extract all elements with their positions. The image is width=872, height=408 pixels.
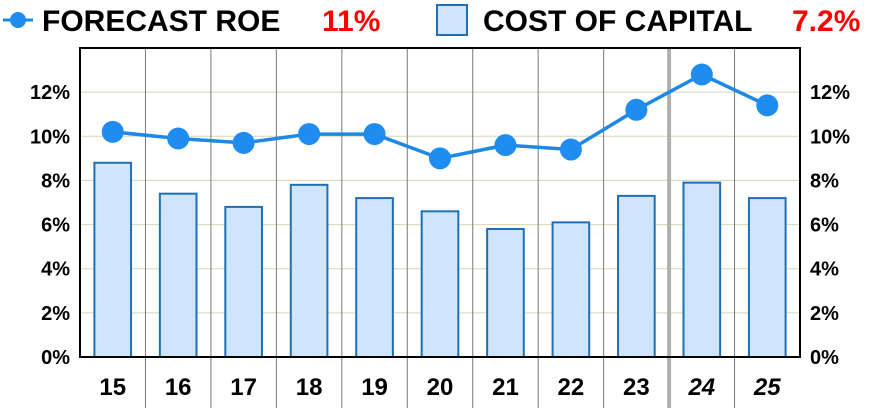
y-tick-label-right: 4% <box>810 259 839 281</box>
bar-cost-of-capital <box>289 183 329 358</box>
bar-cost-of-capital <box>158 192 198 358</box>
bar-cost-of-capital <box>617 194 656 358</box>
y-tick-label-right: 8% <box>810 170 839 192</box>
x-tick-label: 24 <box>687 374 715 401</box>
y-tick-label-left: 6% <box>41 215 70 237</box>
y-tick-label-left: 2% <box>41 303 70 325</box>
legend-roe-marker-icon <box>10 12 26 28</box>
bar-cost-of-capital <box>747 197 787 358</box>
x-tick-label: 21 <box>492 374 519 401</box>
roe-point <box>494 134 517 157</box>
y-tick-label-left: 12% <box>30 82 70 104</box>
roe-point <box>756 94 779 117</box>
y-tick-label-right: 6% <box>810 215 839 237</box>
bar-cost-of-capital <box>224 205 263 358</box>
roe-point <box>559 138 582 161</box>
bars <box>93 161 787 358</box>
axis-labels: 0% 0% 2% 2% 4% 4% 6% 6% 8% 8% 10% 10% 12% 12% 15 16 17 18… <box>30 82 850 401</box>
y-tick-label-right: 12% <box>810 82 850 104</box>
roe-point <box>690 63 713 86</box>
roe-point <box>232 131 255 154</box>
roe-point <box>429 147 451 170</box>
bar-cost-of-capital <box>93 161 133 358</box>
x-tick-label: 16 <box>165 374 192 401</box>
bar-cost-of-capital <box>355 197 394 358</box>
roe-line <box>101 63 779 170</box>
roe-point <box>298 123 321 146</box>
roe-point <box>363 123 386 146</box>
y-tick-label-left: 10% <box>30 126 70 148</box>
roe-point <box>101 120 124 143</box>
legend-coc-label: COST OF CAPITAL <box>483 5 752 38</box>
x-tick-label: 23 <box>623 374 650 401</box>
bar-cost-of-capital <box>682 181 722 358</box>
bar-cost-of-capital <box>420 210 460 358</box>
legend-coc-swatch-icon <box>436 4 468 36</box>
y-tick-label-left: 0% <box>41 347 70 369</box>
y-tick-label-left: 8% <box>41 170 70 192</box>
x-tick-label: 18 <box>296 374 323 401</box>
x-tick-label: 17 <box>230 374 257 401</box>
legend: FORECAST ROE 11% COST OF CAPITAL 7.2% <box>3 4 860 38</box>
plot-frame <box>79 47 801 358</box>
bar-cost-of-capital <box>486 227 525 358</box>
bar-cost-of-capital <box>551 221 591 358</box>
y-tick-label-right: 10% <box>810 126 850 148</box>
x-tick-label: 19 <box>361 374 388 401</box>
grid <box>80 48 800 408</box>
x-tick-label: 15 <box>99 374 126 401</box>
legend-roe-value: 11% <box>322 5 380 38</box>
x-tick-label: 25 <box>753 374 781 401</box>
roe-point <box>625 98 648 121</box>
y-tick-label-left: 4% <box>41 259 70 281</box>
y-tick-label-right: 2% <box>810 303 839 325</box>
legend-coc-value: 7.2% <box>792 5 860 38</box>
y-tick-label-right: 0% <box>810 347 839 369</box>
roe-point <box>167 127 190 150</box>
x-tick-label: 22 <box>558 374 585 401</box>
x-tick-label: 20 <box>427 374 454 401</box>
legend-roe-label: FORECAST ROE <box>42 5 280 38</box>
